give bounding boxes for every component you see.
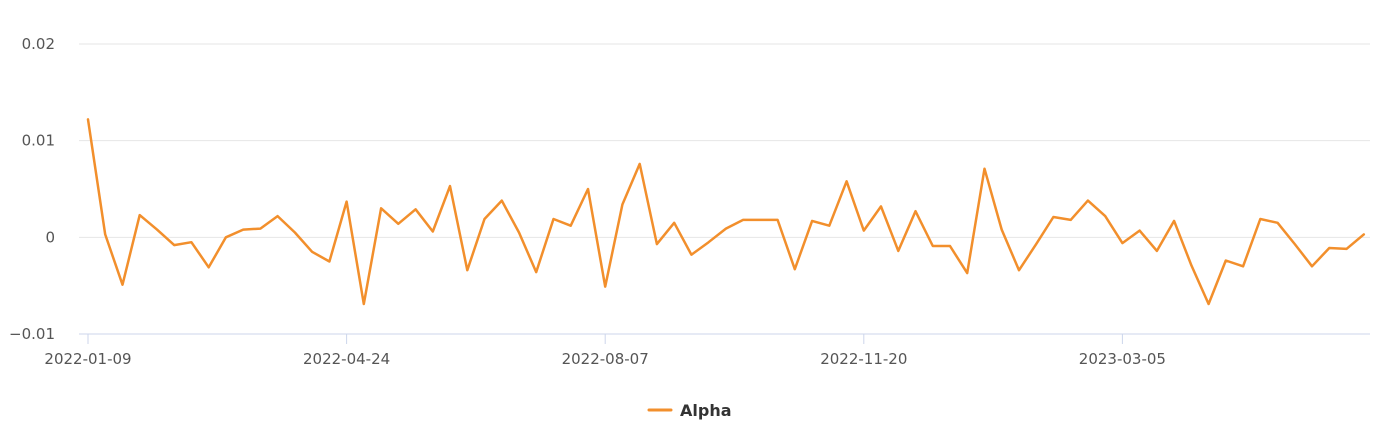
y-axis-labels: 0.02 0.01 0 −0.01 <box>9 35 55 343</box>
legend[interactable]: Alpha <box>647 401 732 420</box>
series-line-alpha[interactable] <box>86 118 1366 306</box>
x-tick-label: 2022-04-24 <box>303 350 390 368</box>
y-tick-label: 0.02 <box>22 35 55 53</box>
grid-lines <box>79 43 1370 238</box>
x-tick-label: 2023-03-05 <box>1079 350 1166 368</box>
y-tick-label: −0.01 <box>9 325 55 343</box>
y-tick-label: 0.01 <box>22 132 55 150</box>
x-axis: 2022-01-09 2022-04-24 2022-08-07 2022-11-20… <box>44 333 1370 368</box>
series-group <box>86 118 1366 306</box>
x-tick-label: 2022-11-20 <box>820 350 907 368</box>
x-tick-label: 2022-08-07 <box>562 350 649 368</box>
y-tick-label: 0 <box>45 228 55 246</box>
x-tick-label: 2022-01-09 <box>44 350 131 368</box>
legend-item-label[interactable]: Alpha <box>680 401 732 420</box>
